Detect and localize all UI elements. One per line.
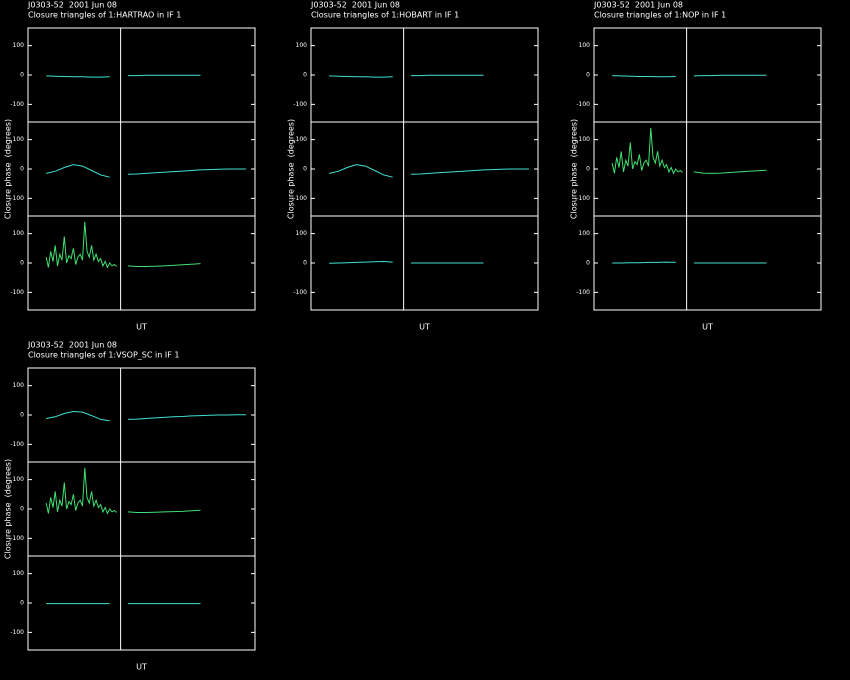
y-tick-label: -100 xyxy=(576,195,590,202)
panel-frame xyxy=(593,121,822,217)
y-tick-label: 100 xyxy=(296,42,308,49)
data-line xyxy=(45,221,201,269)
y-tick-label: 100 xyxy=(13,42,25,49)
y-tick-label: 0 xyxy=(20,72,24,79)
y-tick-label: 100 xyxy=(13,476,25,483)
data-line xyxy=(611,127,767,175)
y-tick-label: -100 xyxy=(10,289,24,296)
figure-subtitle: Closure triangles of 1:HARTRAO in IF 1 xyxy=(28,11,181,20)
y-tick-label: -100 xyxy=(576,101,590,108)
panel-frame xyxy=(593,27,822,123)
y-tick-label: 100 xyxy=(579,42,591,49)
y-tick-label: 0 xyxy=(586,260,590,267)
data-line xyxy=(612,74,767,78)
y-tick-label: 100 xyxy=(296,136,308,143)
y-tick-label: 0 xyxy=(20,412,24,419)
y-tick-label: 100 xyxy=(579,136,591,143)
figure-title: J0303-52 2001 Jun 08 xyxy=(593,1,683,10)
y-tick-label: 0 xyxy=(303,166,307,173)
y-tick-label: -100 xyxy=(576,289,590,296)
data-line xyxy=(46,164,246,178)
y-tick-label: -100 xyxy=(10,101,24,108)
y-tick-label: 0 xyxy=(303,260,307,267)
data-line xyxy=(45,467,201,515)
y-axis-label: Closure phase (degrees) xyxy=(570,119,579,219)
panel-frame xyxy=(27,555,256,651)
y-tick-label: -100 xyxy=(10,535,24,542)
y-tick-label: -100 xyxy=(293,101,307,108)
y-tick-label: -100 xyxy=(10,629,24,636)
data-line xyxy=(329,260,484,264)
y-tick-label: -100 xyxy=(293,289,307,296)
data-line xyxy=(329,74,484,78)
figure-subtitle: Closure triangles of 1:HOBART in IF 1 xyxy=(311,11,459,20)
y-axis-label: Closure phase (degrees) xyxy=(287,119,296,219)
y-tick-label: 100 xyxy=(296,230,308,237)
y-tick-label: 0 xyxy=(586,166,590,173)
y-tick-label: 100 xyxy=(13,382,25,389)
y-tick-label: -100 xyxy=(10,195,24,202)
y-tick-label: 0 xyxy=(20,600,24,607)
figure-title: J0303-52 2001 Jun 08 xyxy=(27,341,117,350)
figure-title: J0303-52 2001 Jun 08 xyxy=(310,1,400,10)
y-tick-label: 100 xyxy=(13,570,25,577)
y-tick-label: 100 xyxy=(13,136,25,143)
figure-title: J0303-52 2001 Jun 08 xyxy=(27,1,117,10)
y-tick-label: 0 xyxy=(20,260,24,267)
data-line xyxy=(612,261,767,264)
y-tick-label: 100 xyxy=(579,230,591,237)
panel-frame xyxy=(27,461,256,557)
y-tick-label: -100 xyxy=(10,441,24,448)
x-axis-label: UT xyxy=(419,323,430,332)
figure-subtitle: Closure triangles of 1:NOP in IF 1 xyxy=(594,11,726,20)
x-axis-label: UT xyxy=(136,323,147,332)
data-line xyxy=(46,410,246,422)
y-axis-label: Closure phase (degrees) xyxy=(4,459,13,559)
x-axis-label: UT xyxy=(702,323,713,332)
figure-subtitle: Closure triangles of 1:VSOP_SC in IF 1 xyxy=(28,351,179,360)
data-line xyxy=(329,164,529,178)
y-tick-label: 0 xyxy=(586,72,590,79)
data-line xyxy=(46,74,201,78)
y-tick-label: 0 xyxy=(303,72,307,79)
y-axis-label: Closure phase (degrees) xyxy=(4,119,13,219)
y-tick-label: 0 xyxy=(20,166,24,173)
y-tick-label: -100 xyxy=(293,195,307,202)
x-axis-label: UT xyxy=(136,663,147,672)
y-tick-label: 100 xyxy=(13,230,25,237)
panel-frame xyxy=(27,215,256,311)
y-tick-label: 0 xyxy=(20,506,24,513)
